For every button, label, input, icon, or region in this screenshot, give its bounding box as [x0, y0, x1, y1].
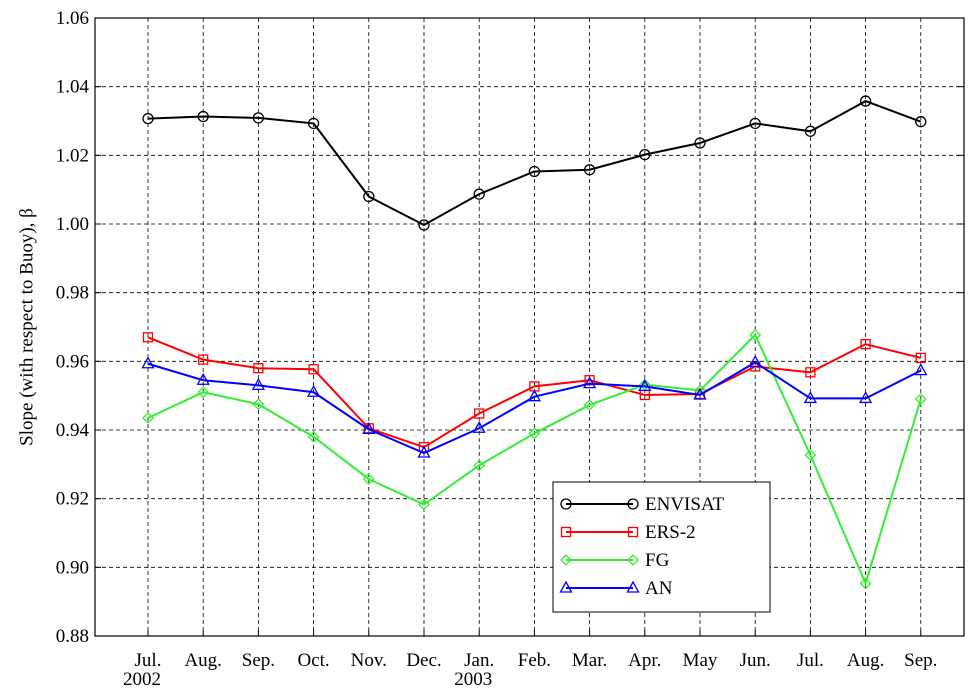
marker	[527, 389, 541, 402]
marker	[307, 384, 321, 397]
marker	[363, 190, 375, 203]
marker	[251, 378, 265, 391]
marker	[583, 399, 596, 411]
marker	[560, 526, 572, 538]
marker	[583, 376, 597, 389]
marker	[252, 398, 265, 411]
marker	[805, 367, 816, 378]
legend-label: AN	[645, 578, 673, 599]
marker	[627, 526, 639, 538]
marker	[528, 427, 541, 440]
x-tick-label: Sep.	[242, 650, 275, 671]
x-tick-label: Sep.	[904, 650, 937, 671]
x-tick-label: Jul. 2002	[123, 650, 161, 690]
marker	[914, 393, 927, 406]
y-tick-label: 0.92	[56, 489, 89, 510]
series-line	[147, 361, 922, 455]
series-line	[147, 333, 922, 587]
x-tick-label: Apr.	[628, 650, 661, 671]
legend-label: ENVISAT	[645, 494, 725, 515]
marker	[915, 352, 926, 364]
marker	[626, 580, 640, 593]
x-tick-label: Aug.	[847, 650, 884, 671]
marker	[859, 577, 872, 590]
marker	[197, 386, 210, 399]
series-line	[147, 99, 922, 227]
marker	[638, 379, 652, 392]
marker	[915, 116, 927, 128]
marker	[473, 459, 486, 472]
marker	[627, 554, 639, 566]
marker	[638, 378, 651, 391]
marker	[418, 219, 430, 231]
marker	[559, 580, 573, 593]
y-tick-label: 0.94	[56, 420, 90, 441]
x-tick-label: Nov.	[351, 650, 387, 671]
y-tick-label: 0.90	[56, 557, 89, 578]
marker	[472, 420, 486, 433]
marker	[804, 125, 817, 137]
marker	[418, 442, 430, 453]
marker	[584, 375, 595, 386]
marker	[748, 355, 762, 368]
marker	[308, 364, 319, 375]
y-tick-label: 1.00	[56, 214, 89, 235]
x-tick-label: Jul.	[797, 650, 824, 671]
marker	[142, 332, 154, 343]
x-tick-label: Jan. 2003	[454, 650, 494, 690]
y-tick-label: 0.96	[56, 351, 89, 372]
marker	[749, 328, 762, 341]
marker	[362, 473, 375, 486]
x-tick-label: May	[683, 650, 718, 671]
marker	[803, 391, 817, 404]
y-tick-label: 1.06	[56, 8, 89, 29]
plot-frame	[94, 17, 965, 637]
marker	[583, 164, 596, 176]
legend-label: ERS-2	[645, 522, 696, 543]
marker	[560, 554, 572, 566]
marker	[560, 498, 572, 510]
marker	[528, 165, 541, 178]
marker	[141, 356, 155, 369]
y-tick-label: 0.98	[56, 283, 89, 304]
y-axis-label: Slope (with respect to Buoy), β	[16, 208, 37, 446]
marker	[627, 498, 639, 510]
marker	[749, 117, 761, 130]
x-tick-label: Dec.	[406, 650, 441, 671]
marker	[142, 412, 154, 424]
marker	[142, 112, 154, 125]
legend-label: FG	[645, 550, 670, 571]
marker	[307, 430, 320, 443]
marker	[859, 95, 872, 107]
marker	[473, 188, 485, 200]
marker	[198, 354, 209, 365]
y-tick-label: 1.04	[56, 77, 90, 98]
x-tick-label: Mar.	[572, 650, 607, 671]
marker	[252, 112, 265, 124]
marker	[914, 363, 928, 376]
marker	[860, 339, 871, 350]
marker	[307, 117, 320, 130]
marker	[196, 372, 210, 385]
marker	[474, 408, 485, 419]
marker	[804, 449, 817, 461]
marker	[694, 137, 706, 149]
marker	[693, 387, 707, 400]
marker	[639, 148, 651, 161]
marker	[418, 498, 430, 511]
marker	[197, 110, 209, 123]
marker	[253, 363, 264, 374]
x-tick-label: Aug.	[184, 650, 221, 671]
series-line	[147, 336, 922, 449]
y-tick-label: 0.88	[56, 626, 89, 647]
marker	[417, 445, 431, 458]
y-tick-label: 1.02	[56, 145, 89, 166]
x-tick-label: Oct.	[298, 650, 330, 671]
marker	[859, 391, 873, 404]
x-tick-label: Feb.	[518, 650, 551, 671]
x-tick-label: Jun.	[740, 650, 771, 671]
marker	[362, 421, 376, 434]
